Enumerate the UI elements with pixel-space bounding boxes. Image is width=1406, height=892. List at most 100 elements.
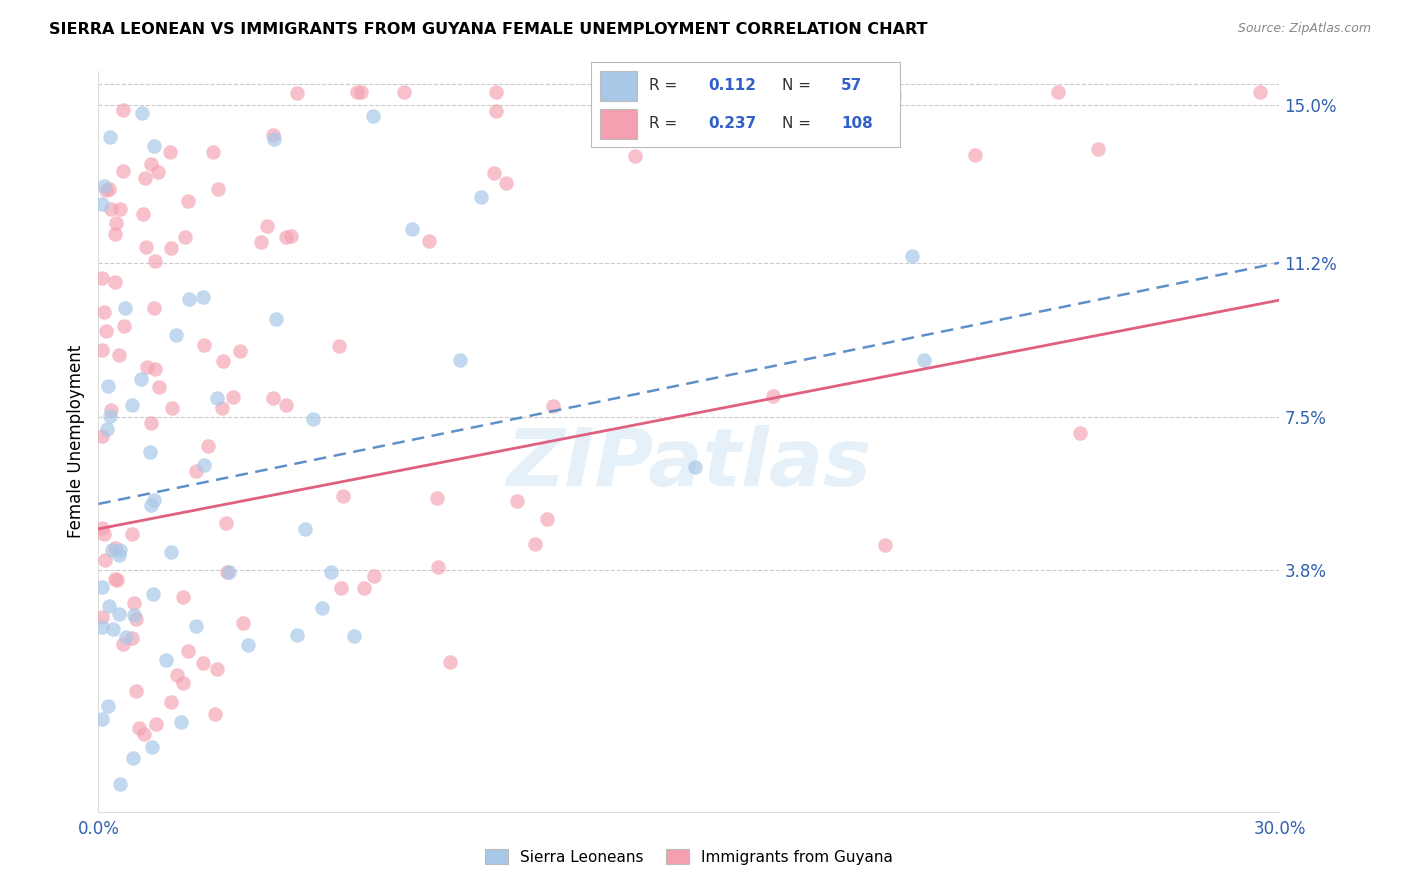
Point bbox=[762, 389, 785, 403]
Text: ZIPatlas: ZIPatlas bbox=[506, 425, 872, 503]
Point bbox=[160, 401, 183, 415]
Point bbox=[91, 429, 114, 443]
FancyBboxPatch shape bbox=[600, 109, 637, 139]
Point bbox=[912, 353, 935, 368]
Point bbox=[107, 573, 129, 587]
Point bbox=[173, 675, 195, 690]
Point bbox=[177, 644, 200, 658]
Point bbox=[91, 520, 114, 534]
Point bbox=[141, 499, 163, 513]
Text: 0.237: 0.237 bbox=[709, 116, 756, 131]
Point bbox=[685, 459, 707, 474]
Point bbox=[193, 458, 215, 472]
Point bbox=[108, 348, 131, 362]
Point bbox=[193, 338, 215, 352]
Point bbox=[93, 527, 115, 541]
Point bbox=[131, 106, 153, 120]
Legend: Sierra Leoneans, Immigrants from Guyana: Sierra Leoneans, Immigrants from Guyana bbox=[478, 843, 900, 871]
Point bbox=[121, 527, 143, 541]
Point bbox=[249, 235, 271, 249]
Point bbox=[485, 85, 508, 99]
Point bbox=[426, 491, 449, 505]
Point bbox=[108, 542, 131, 557]
Point bbox=[228, 343, 250, 358]
Point bbox=[1087, 143, 1109, 157]
Point bbox=[603, 85, 626, 99]
Point bbox=[107, 607, 129, 621]
Point bbox=[710, 85, 733, 99]
Point bbox=[91, 270, 114, 285]
Point bbox=[624, 149, 647, 163]
Point bbox=[1069, 426, 1091, 441]
Point bbox=[94, 553, 117, 567]
Point bbox=[141, 739, 163, 754]
Point bbox=[873, 538, 896, 552]
Point bbox=[115, 630, 138, 644]
Point bbox=[204, 706, 226, 721]
Point bbox=[174, 230, 197, 244]
Point bbox=[401, 221, 423, 235]
Point bbox=[256, 219, 278, 233]
Point bbox=[901, 249, 924, 263]
Point bbox=[134, 170, 156, 185]
Point bbox=[160, 695, 183, 709]
Point bbox=[121, 751, 143, 765]
Point bbox=[1249, 85, 1271, 99]
Point bbox=[285, 86, 308, 100]
Point bbox=[172, 590, 194, 604]
Point bbox=[179, 292, 201, 306]
Point bbox=[536, 512, 558, 526]
Point bbox=[343, 629, 366, 643]
Point bbox=[160, 241, 183, 255]
Point bbox=[139, 417, 162, 431]
Text: 57: 57 bbox=[841, 78, 862, 94]
Point bbox=[287, 628, 309, 642]
Point bbox=[100, 542, 122, 557]
Point bbox=[93, 305, 115, 319]
Point bbox=[159, 145, 181, 160]
Point bbox=[418, 235, 440, 249]
Point bbox=[1047, 85, 1070, 99]
Point bbox=[139, 445, 162, 459]
Text: R =: R = bbox=[650, 78, 682, 94]
Point bbox=[201, 145, 224, 160]
Point bbox=[264, 312, 287, 326]
Text: R =: R = bbox=[650, 116, 682, 131]
Point bbox=[155, 653, 177, 667]
Point bbox=[449, 353, 471, 368]
Point bbox=[883, 89, 905, 103]
Point bbox=[184, 619, 207, 633]
Point bbox=[350, 85, 373, 99]
Point bbox=[193, 290, 215, 304]
Text: N =: N = bbox=[782, 78, 815, 94]
Point bbox=[361, 109, 384, 123]
Point bbox=[505, 493, 527, 508]
Point bbox=[122, 596, 145, 610]
Point bbox=[146, 165, 169, 179]
Point bbox=[439, 656, 461, 670]
Point bbox=[222, 390, 245, 404]
Point bbox=[184, 465, 207, 479]
Point bbox=[91, 610, 114, 624]
Point bbox=[332, 489, 354, 503]
Point bbox=[132, 207, 155, 221]
Point bbox=[166, 668, 188, 682]
Point bbox=[100, 202, 122, 216]
Point bbox=[94, 324, 117, 338]
Point bbox=[392, 85, 415, 99]
Point bbox=[143, 362, 166, 376]
Point bbox=[121, 631, 143, 645]
Point bbox=[165, 328, 187, 343]
Point bbox=[91, 713, 114, 727]
Point bbox=[207, 662, 229, 676]
Point bbox=[100, 130, 122, 145]
Point bbox=[262, 391, 284, 405]
Point bbox=[217, 565, 239, 579]
Point bbox=[108, 548, 131, 562]
Point bbox=[274, 229, 297, 244]
Point bbox=[108, 777, 131, 791]
Point bbox=[98, 182, 121, 196]
Point bbox=[274, 398, 297, 412]
Point bbox=[125, 612, 148, 626]
Point bbox=[134, 726, 156, 740]
